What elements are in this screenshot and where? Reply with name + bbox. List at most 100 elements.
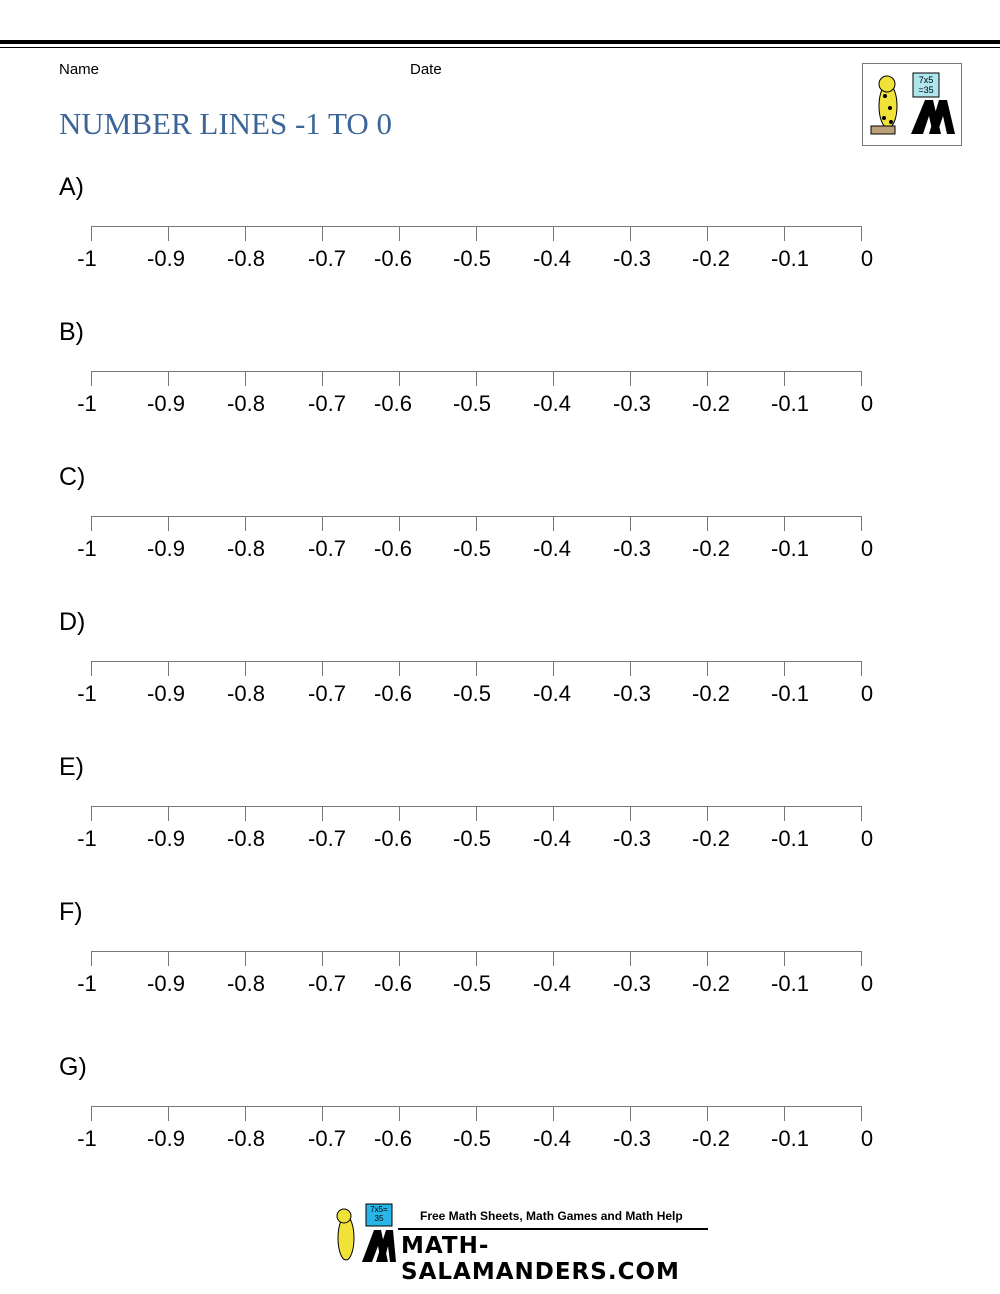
tick-label: -0.9 (147, 536, 185, 561)
tick-mark (245, 226, 246, 241)
tick-label: -0.4 (533, 971, 571, 996)
problem-letter: C) (59, 463, 86, 491)
tick-label: -0.9 (147, 391, 185, 416)
tick-label: -0.7 (308, 391, 346, 416)
tick-label: 0 (860, 681, 874, 706)
tick-mark (91, 951, 92, 966)
tick-mark (476, 661, 477, 676)
tick-mark (322, 226, 323, 241)
tick-mark (399, 661, 400, 676)
tick-label: -0.2 (692, 1126, 730, 1151)
tick-mark (784, 516, 785, 531)
tick-label: -1 (77, 1126, 97, 1151)
tick-mark (322, 806, 323, 821)
tick-mark (168, 516, 169, 531)
tick-mark (168, 371, 169, 386)
tick-label: -0.5 (453, 536, 491, 561)
tick-label: -0.6 (374, 536, 412, 561)
tick-mark (861, 951, 862, 966)
tick-label: -0.1 (771, 1126, 809, 1151)
tick-label: -0.5 (453, 971, 491, 996)
tick-label: -0.1 (771, 971, 809, 996)
salamander-logo: 7x5 =35 (862, 63, 962, 146)
tick-label: -0.1 (771, 681, 809, 706)
tick-label: -0.7 (308, 971, 346, 996)
tick-label: -1 (77, 391, 97, 416)
svg-text:7x5: 7x5 (919, 75, 934, 85)
number-line: -1 -0.9 -0.8 -0.7 -0.6 -0.5 -0.4 -0.3 -0.2 -0.1 0 (0, 516, 1000, 576)
number-line: -1 -0.9 -0.8 -0.7 -0.6 -0.5 -0.4 -0.3 -0.2 -0.1 0 (0, 1106, 1000, 1166)
tick-label: -0.1 (771, 246, 809, 271)
tick-mark (707, 516, 708, 531)
tick-mark (399, 806, 400, 821)
tick-label: -0.3 (613, 246, 651, 271)
tick-mark (707, 951, 708, 966)
tick-label: -0.5 (453, 826, 491, 851)
tick-label: -0.8 (227, 246, 265, 271)
tick-label: -0.4 (533, 246, 571, 271)
tick-label: -0.2 (692, 391, 730, 416)
tick-mark (91, 661, 92, 676)
tick-label: -1 (77, 826, 97, 851)
tick-mark (245, 1106, 246, 1121)
tick-mark (861, 516, 862, 531)
tick-label: -0.7 (308, 246, 346, 271)
problem-letter: F) (59, 898, 83, 926)
number-line: -1 -0.9 -0.8 -0.7 -0.6 -0.5 -0.4 -0.3 -0.2 -0.1 0 (0, 371, 1000, 431)
tick-mark (168, 1106, 169, 1121)
tick-mark (168, 661, 169, 676)
tick-label: -0.8 (227, 536, 265, 561)
tick-mark (476, 226, 477, 241)
tick-label: -0.6 (374, 246, 412, 271)
tick-mark (784, 371, 785, 386)
tick-label: -0.7 (308, 1126, 346, 1151)
tick-label: -0.2 (692, 536, 730, 561)
tick-label: -0.1 (771, 391, 809, 416)
tick-mark (784, 661, 785, 676)
tick-mark (784, 1106, 785, 1121)
problem-letter: A) (59, 173, 84, 201)
tick-label: -0.2 (692, 246, 730, 271)
tick-mark (630, 806, 631, 821)
tick-label: -0.5 (453, 681, 491, 706)
tick-mark (91, 371, 92, 386)
tick-label: 0 (860, 536, 874, 561)
tick-mark (91, 806, 92, 821)
tick-mark (91, 1106, 92, 1121)
tick-label: -0.7 (308, 536, 346, 561)
tick-mark (322, 951, 323, 966)
tick-label: -0.7 (308, 681, 346, 706)
tick-mark (784, 226, 785, 241)
tick-mark (707, 806, 708, 821)
tick-mark (399, 1106, 400, 1121)
tick-label: -0.3 (613, 826, 651, 851)
tick-mark (630, 371, 631, 386)
tick-label: -0.1 (771, 536, 809, 561)
tick-mark (168, 806, 169, 821)
tick-mark (399, 226, 400, 241)
tick-mark (707, 1106, 708, 1121)
tick-mark (630, 226, 631, 241)
tick-mark (630, 516, 631, 531)
tick-label: -0.6 (374, 826, 412, 851)
page-title: NUMBER LINES -1 TO 0 (59, 106, 392, 141)
footer-salamander-icon (336, 1203, 396, 1262)
tick-mark (861, 1106, 862, 1121)
tick-label: -0.5 (453, 391, 491, 416)
tick-label: -0.3 (613, 971, 651, 996)
tick-label: -0.6 (374, 971, 412, 996)
tick-mark (861, 806, 862, 821)
tick-mark (861, 661, 862, 676)
tick-mark (707, 661, 708, 676)
tick-mark (245, 951, 246, 966)
number-line: -1 -0.9 -0.8 -0.7 -0.6 -0.5 -0.4 -0.3 -0.2 -0.1 0 (0, 951, 1000, 1011)
tick-label: -0.6 (374, 1126, 412, 1151)
tick-label: -0.4 (533, 536, 571, 561)
tick-mark (91, 516, 92, 531)
name-label: Name (59, 61, 100, 78)
problem-letter: D) (59, 608, 86, 636)
tick-mark (245, 371, 246, 386)
tick-label: -0.3 (613, 536, 651, 561)
tick-label: -0.8 (227, 681, 265, 706)
tick-mark (630, 951, 631, 966)
